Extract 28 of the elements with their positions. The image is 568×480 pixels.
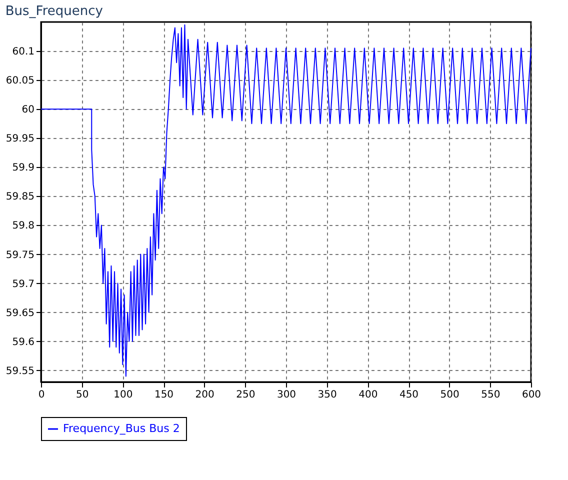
y-tick-label: 59.7: [12, 278, 34, 290]
x-tick-label: 450: [399, 390, 419, 400]
x-tick-label: 350: [318, 390, 337, 400]
y-tick-label: 59.55: [6, 366, 34, 377]
x-tick-label: 250: [236, 390, 256, 400]
x-tick-label: 400: [358, 390, 378, 400]
line-series: [40, 24, 532, 377]
x-tick-label: 500: [440, 390, 460, 400]
y-tick-label: 59.9: [12, 162, 34, 174]
y-tick-label: 60: [22, 104, 34, 116]
x-tick-label: 150: [154, 390, 174, 400]
x-tick-label: 550: [481, 390, 500, 400]
y-tick-label: 59.75: [6, 250, 34, 261]
x-tick-label: 600: [522, 390, 542, 400]
y-tick-label: 59.6: [12, 336, 34, 348]
y-tick-label: 59.85: [6, 192, 34, 203]
x-tick-label: 200: [195, 390, 214, 400]
x-tick-label: 100: [114, 390, 133, 400]
x-tick-label: 300: [276, 390, 296, 400]
y-tick-label: 60.05: [6, 76, 34, 87]
x-tick-label: 50: [76, 390, 89, 400]
y-tick-label: 59.65: [6, 308, 34, 319]
x-tick-label: 0: [38, 390, 45, 400]
legend-label: Frequency_Bus Bus 2: [63, 422, 180, 435]
chart-title: Bus_Frequency: [5, 4, 104, 19]
y-tick-label: 60.1: [12, 46, 34, 58]
y-tick-label: 59.8: [12, 220, 34, 232]
y-tick-label: 59.95: [6, 134, 34, 145]
